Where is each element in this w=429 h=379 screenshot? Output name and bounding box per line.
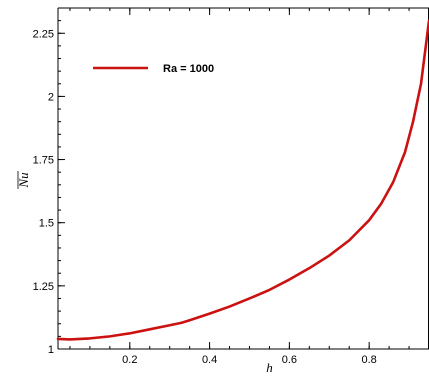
y-axis-ticks: 1 1.25 1.5 1.75 2 2.25 [33,7,65,356]
y-tick-label: 2 [48,91,54,103]
y-tick-label: 1.25 [33,281,54,293]
plot-frame [57,7,429,350]
y-tick-label: 1.75 [33,155,54,167]
series-line [56,19,429,341]
y-tick-label: 2.25 [33,28,54,40]
y-axis-title-group: Nu [16,171,31,189]
x-tick-label: 0.6 [282,354,297,366]
x-axis-title: h [266,360,273,375]
x-tick-label: 0.2 [122,354,137,366]
x-tick-label: 0.4 [202,354,217,366]
y-tick-label: 1 [48,344,54,356]
series-layer [56,19,429,341]
y-tick-label: 1.5 [39,218,54,230]
legend: Ra = 1000 [93,63,214,75]
y-axis-title: Nu [16,172,31,189]
x-axis-ticks: 0.2 0.4 0.6 0.8 [69,8,429,366]
x-tick-label: 0.8 [362,354,377,366]
legend-label: Ra = 1000 [163,63,214,75]
